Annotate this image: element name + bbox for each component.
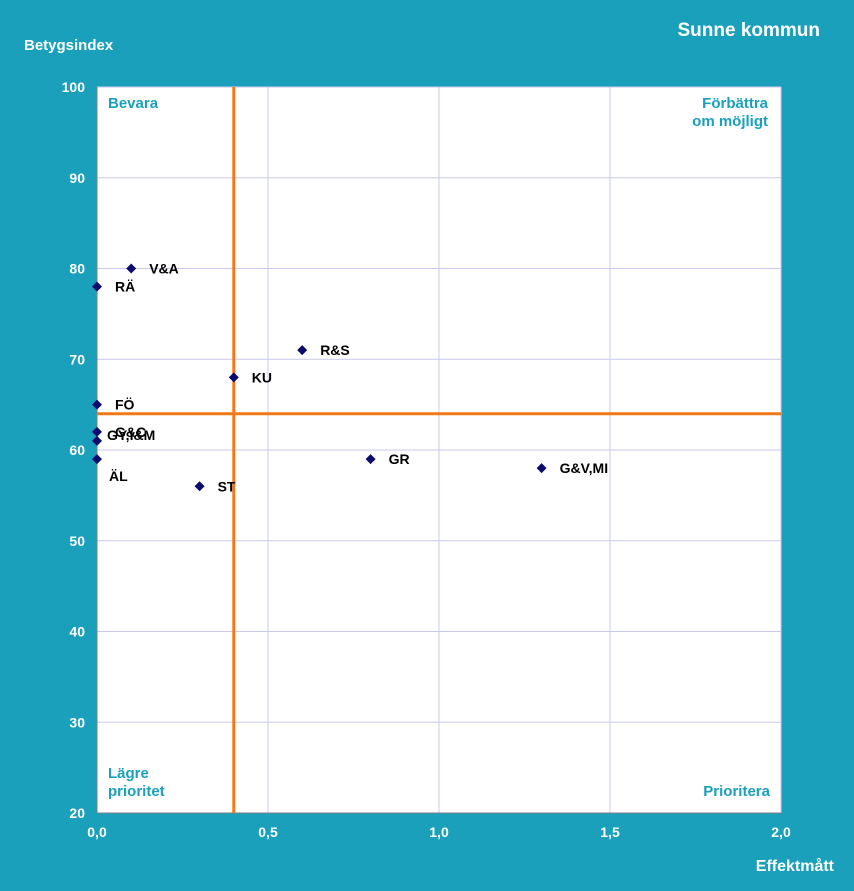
data-point-label: V&A bbox=[149, 261, 179, 277]
y-tick-label: 100 bbox=[62, 79, 86, 95]
quadrant-label-bottom-left: Lägre bbox=[108, 765, 149, 782]
gridlines bbox=[97, 86, 782, 813]
data-points: V&A RÄ R&S KU FÖ G&CGY,I&M ÄL GR G&V,MI ST bbox=[92, 261, 609, 494]
y-tick-label: 70 bbox=[69, 351, 85, 367]
quadrant-label-top-left: Bevara bbox=[108, 95, 159, 112]
data-point-marker bbox=[92, 454, 102, 465]
x-tick-label: 0,5 bbox=[258, 824, 278, 840]
data-point-label: ÄL bbox=[109, 468, 128, 484]
x-tick-label: 2,0 bbox=[771, 824, 791, 840]
data-point-marker bbox=[297, 345, 308, 356]
data-point-label: ST bbox=[218, 478, 236, 494]
y-tick-label: 80 bbox=[69, 261, 85, 277]
data-point-label: KU bbox=[252, 369, 272, 385]
y-tick-label: 30 bbox=[69, 714, 85, 730]
data-point-marker bbox=[92, 435, 102, 446]
data-point-label: GY,I&M bbox=[107, 427, 155, 443]
chart-title: Sunne kommun bbox=[677, 20, 820, 41]
data-point-marker bbox=[126, 263, 137, 274]
data-point-label: R&S bbox=[320, 342, 350, 358]
data-point-marker bbox=[92, 426, 102, 437]
data-point-marker bbox=[92, 281, 102, 292]
y-tick-label: 60 bbox=[69, 442, 85, 458]
reference-lines bbox=[97, 87, 781, 813]
data-point-marker bbox=[228, 372, 239, 383]
y-tick-label: 40 bbox=[69, 624, 85, 640]
data-point-marker bbox=[536, 463, 547, 474]
data-point-marker bbox=[92, 399, 102, 410]
x-axis-label: Effektmått bbox=[755, 858, 834, 875]
x-tick-label: 1,5 bbox=[600, 824, 620, 840]
axes bbox=[96, 87, 781, 814]
data-point-label: G&C bbox=[115, 424, 146, 440]
data-point-label: G&V,MI bbox=[560, 460, 609, 476]
data-point-marker bbox=[365, 454, 376, 465]
quadrant-label-top-right: Förbättra bbox=[702, 95, 768, 112]
x-tick-label: 0,0 bbox=[87, 824, 107, 840]
tick-labels: 0,0 0,5 1,0 1,5 2,0 20 30 40 50 60 70 80 90 100 bbox=[62, 79, 791, 840]
quadrant-label-bottom-left: prioritet bbox=[108, 783, 165, 800]
quadrant-label-top-right: om möjligt bbox=[692, 113, 768, 130]
y-tick-label: 50 bbox=[69, 533, 85, 549]
y-tick-label: 90 bbox=[69, 170, 85, 186]
quadrant-label-bottom-right: Prioritera bbox=[703, 783, 770, 800]
data-point-label: GR bbox=[389, 451, 410, 467]
y-axis-label: Betygsindex bbox=[24, 37, 114, 54]
data-point-marker bbox=[194, 481, 205, 492]
y-tick-label: 20 bbox=[69, 805, 85, 821]
data-point-label: RÄ bbox=[115, 279, 135, 295]
data-point-label: FÖ bbox=[115, 397, 135, 413]
x-tick-label: 1,0 bbox=[429, 824, 449, 840]
